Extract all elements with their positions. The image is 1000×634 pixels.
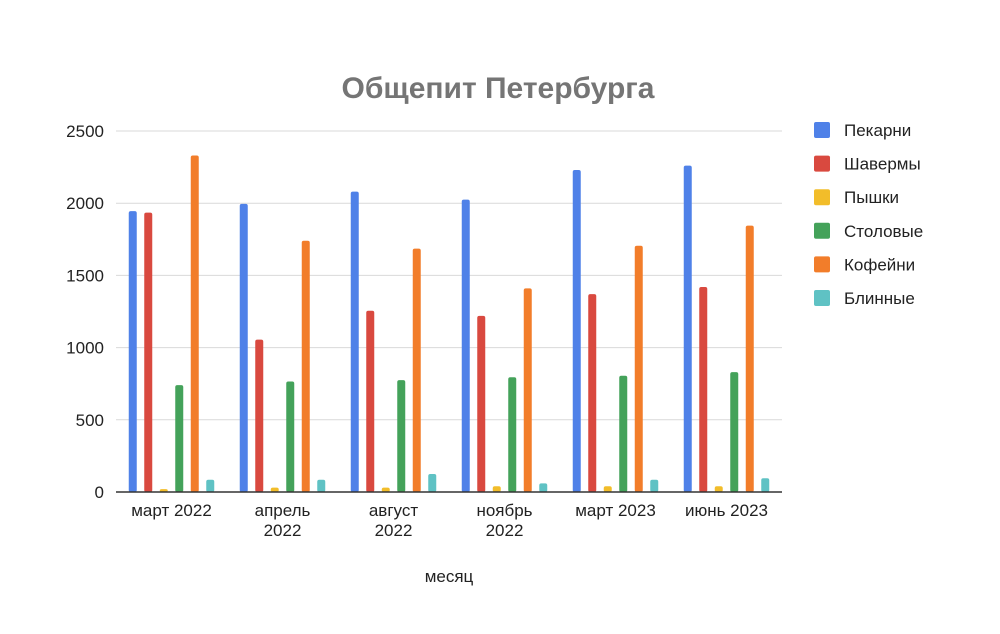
legend-label: Пекарни bbox=[844, 121, 911, 140]
x-tick-label: июнь 2023 bbox=[685, 501, 768, 520]
x-tick-label-line: 2022 bbox=[375, 521, 413, 540]
x-tick-label: август 2022 bbox=[369, 501, 418, 540]
bar bbox=[745, 225, 754, 492]
legend-swatch bbox=[814, 122, 830, 138]
bar bbox=[397, 380, 406, 492]
y-tick-label: 1500 bbox=[66, 266, 104, 285]
x-tick-label: апрель 2022 bbox=[255, 501, 311, 540]
x-tick-label-line: апрель bbox=[255, 501, 311, 520]
x-tick-label-line: август bbox=[369, 501, 418, 520]
x-tick-label-line: июнь 2023 bbox=[685, 501, 768, 520]
legend: Пекарни Шавермы Пышки Столовые Кофейни Блинны… bbox=[814, 121, 923, 308]
bar bbox=[619, 375, 628, 492]
gridlines bbox=[116, 130, 782, 421]
legend-item[interactable]: Столовые bbox=[814, 222, 923, 241]
y-tick-label: 2500 bbox=[66, 122, 104, 141]
bar bbox=[175, 385, 184, 492]
bar bbox=[317, 479, 326, 492]
bar bbox=[255, 339, 264, 492]
bar bbox=[699, 286, 708, 492]
legend-label: Шавермы bbox=[844, 155, 921, 174]
y-tick-label: 1000 bbox=[66, 339, 104, 358]
bar bbox=[366, 310, 375, 492]
legend-item[interactable]: Пекарни bbox=[814, 121, 911, 140]
x-tick-label-line: ноябрь bbox=[476, 501, 532, 520]
legend-swatch bbox=[814, 256, 830, 273]
bar bbox=[477, 315, 486, 492]
y-tick-label: 2000 bbox=[66, 194, 104, 213]
bar bbox=[714, 486, 723, 492]
legend-label: Кофейни bbox=[844, 255, 915, 274]
x-tick-label-line: март 2022 bbox=[131, 501, 212, 520]
bar bbox=[761, 478, 770, 492]
bar bbox=[523, 288, 532, 492]
y-tick-label: 0 bbox=[95, 483, 104, 502]
bar bbox=[270, 487, 279, 492]
x-tick-label: ноябрь 2022 bbox=[476, 501, 532, 540]
x-axis-label: месяц bbox=[425, 567, 474, 586]
y-tick-label: 500 bbox=[76, 411, 104, 430]
x-tick-label-line: март 2023 bbox=[575, 501, 656, 520]
legend-item[interactable]: Шавермы bbox=[814, 155, 921, 174]
bar bbox=[144, 212, 153, 492]
bar bbox=[461, 199, 470, 492]
bar bbox=[508, 377, 517, 492]
legend-swatch bbox=[814, 189, 830, 206]
bar bbox=[428, 473, 437, 492]
legend-item[interactable]: Пышки bbox=[814, 188, 899, 207]
bar bbox=[650, 479, 659, 492]
bars bbox=[128, 155, 770, 492]
bar bbox=[190, 155, 199, 492]
bar bbox=[301, 240, 310, 492]
bar bbox=[206, 479, 215, 492]
x-tick-label: март 2023 bbox=[575, 501, 656, 520]
x-tick-label-line: 2022 bbox=[264, 521, 302, 540]
legend-label: Столовые bbox=[844, 222, 923, 241]
x-tick-label-line: 2022 bbox=[486, 521, 524, 540]
legend-label: Блинные bbox=[844, 289, 915, 308]
legend-swatch bbox=[814, 155, 830, 172]
bar bbox=[381, 487, 390, 492]
bar bbox=[128, 211, 137, 492]
legend-swatch bbox=[814, 290, 830, 306]
bar bbox=[239, 203, 248, 492]
legend-label: Пышки bbox=[844, 188, 899, 207]
legend-swatch bbox=[814, 222, 830, 239]
bar bbox=[539, 483, 548, 492]
chart-title: Общепит Петербурга bbox=[342, 72, 655, 105]
bar bbox=[412, 248, 421, 492]
bar bbox=[492, 486, 501, 492]
bar bbox=[634, 245, 643, 492]
legend-item[interactable]: Блинные bbox=[814, 289, 915, 308]
bar bbox=[588, 294, 597, 492]
bar bbox=[603, 486, 612, 492]
x-tick-label: март 2022 bbox=[131, 501, 212, 520]
bar bbox=[730, 372, 739, 492]
bar bbox=[286, 381, 295, 492]
y-axis-ticks: 0 500 1000 1500 2000 2500 bbox=[66, 122, 104, 502]
legend-item[interactable]: Кофейни bbox=[814, 255, 915, 274]
bar bbox=[572, 169, 581, 492]
bar bbox=[683, 165, 692, 492]
bar bbox=[350, 191, 359, 492]
